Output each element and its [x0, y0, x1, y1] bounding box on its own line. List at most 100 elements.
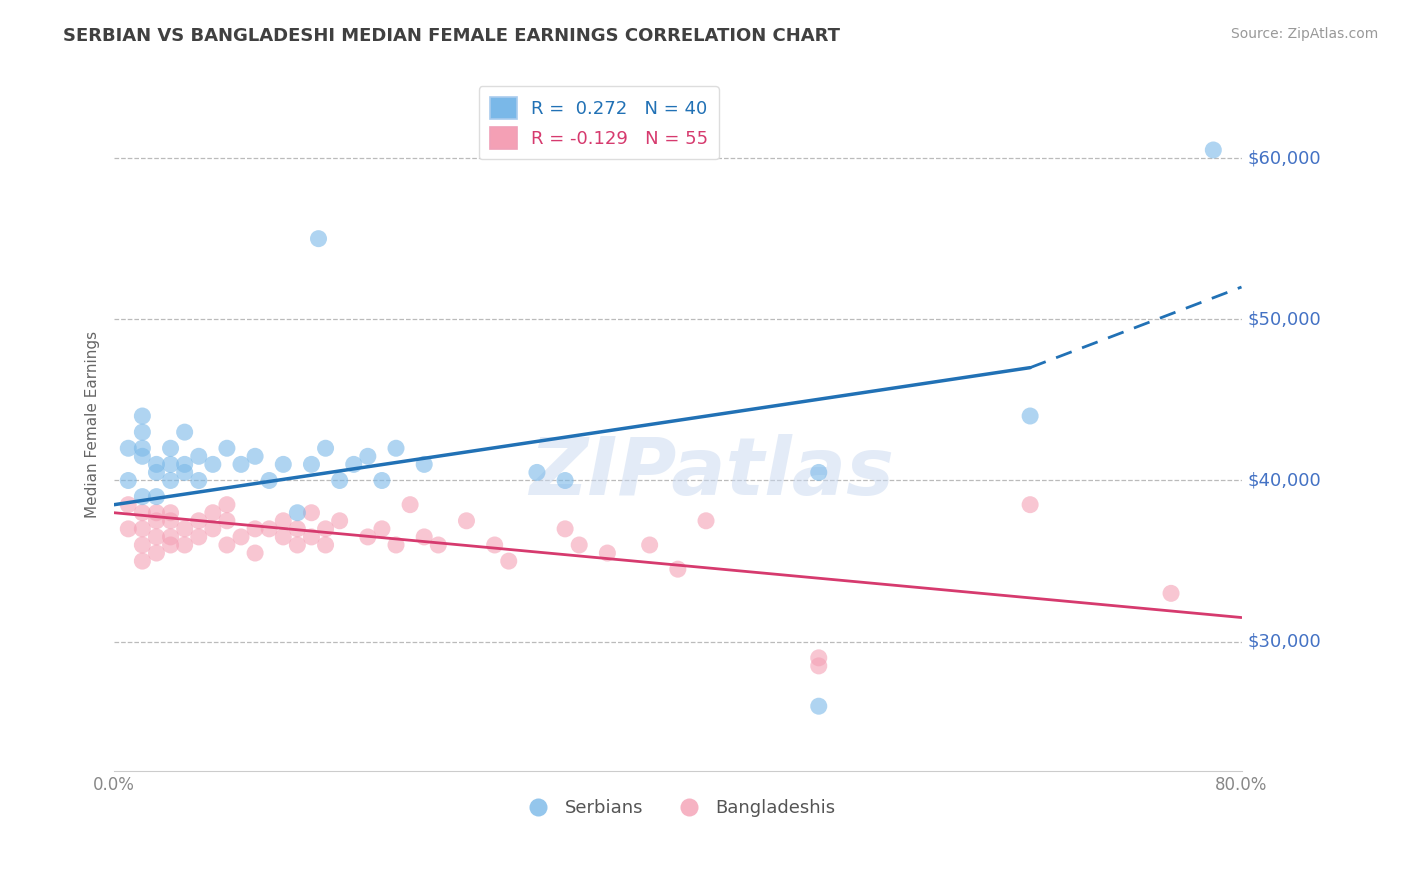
Point [301, 458, 323, 472]
Point [201, 506, 224, 520]
Point [229, 458, 252, 472]
Point [329, 474, 352, 488]
Point [117, 522, 139, 536]
Point [159, 530, 181, 544]
Point [145, 506, 167, 520]
Point [315, 522, 337, 536]
Point [215, 514, 238, 528]
Point [131, 450, 153, 464]
Point [257, 522, 280, 536]
Point [1160, 586, 1182, 600]
Point [568, 538, 591, 552]
Point [159, 514, 181, 528]
Point [131, 490, 153, 504]
Point [807, 466, 830, 480]
Point [1019, 498, 1042, 512]
Point [173, 538, 195, 552]
Point [1019, 409, 1042, 423]
Point [215, 498, 238, 512]
Text: $40,000: $40,000 [1247, 472, 1320, 490]
Point [357, 530, 380, 544]
Point [498, 554, 520, 568]
Text: SERBIAN VS BANGLADESHI MEDIAN FEMALE EARNINGS CORRELATION CHART: SERBIAN VS BANGLADESHI MEDIAN FEMALE EAR… [63, 27, 841, 45]
Point [117, 498, 139, 512]
Point [145, 490, 167, 504]
Point [159, 506, 181, 520]
Point [807, 699, 830, 714]
Point [413, 530, 436, 544]
Point [554, 474, 576, 488]
Point [385, 538, 408, 552]
Point [399, 498, 422, 512]
Point [357, 450, 380, 464]
Point [159, 458, 181, 472]
Point [187, 514, 209, 528]
Text: ZIPatlas: ZIPatlas [529, 434, 894, 512]
Point [287, 522, 309, 536]
Point [385, 442, 408, 456]
Point [173, 466, 195, 480]
Y-axis label: Median Female Earnings: Median Female Earnings [86, 331, 100, 517]
Point [173, 522, 195, 536]
Point [271, 514, 294, 528]
Point [187, 474, 209, 488]
Point [484, 538, 506, 552]
Point [257, 474, 280, 488]
Point [315, 442, 337, 456]
Text: $60,000: $60,000 [1247, 149, 1320, 167]
Point [287, 506, 309, 520]
Point [131, 442, 153, 456]
Point [117, 474, 139, 488]
Legend: Serbians, Bangladeshis: Serbians, Bangladeshis [513, 791, 844, 824]
Point [229, 530, 252, 544]
Point [145, 530, 167, 544]
Point [343, 458, 366, 472]
Point [159, 538, 181, 552]
Point [807, 650, 830, 665]
Point [301, 506, 323, 520]
Point [287, 538, 309, 552]
Point [201, 458, 224, 472]
Point [271, 458, 294, 472]
Point [131, 425, 153, 439]
Point [215, 538, 238, 552]
Point [145, 466, 167, 480]
Point [159, 474, 181, 488]
Point [131, 522, 153, 536]
Point [413, 458, 436, 472]
Point [131, 409, 153, 423]
Point [695, 514, 717, 528]
Point [456, 514, 478, 528]
Point [201, 522, 224, 536]
Point [131, 538, 153, 552]
Point [131, 506, 153, 520]
Point [1202, 143, 1225, 157]
Point [371, 522, 394, 536]
Point [554, 522, 576, 536]
Text: $50,000: $50,000 [1247, 310, 1320, 328]
Point [807, 659, 830, 673]
Point [427, 538, 450, 552]
Point [117, 442, 139, 456]
Point [271, 530, 294, 544]
Point [638, 538, 661, 552]
Point [145, 514, 167, 528]
Point [159, 442, 181, 456]
Point [371, 474, 394, 488]
Point [173, 458, 195, 472]
Point [315, 538, 337, 552]
Point [308, 232, 330, 246]
Point [329, 514, 352, 528]
Point [596, 546, 619, 560]
Point [666, 562, 689, 576]
Text: $30,000: $30,000 [1247, 632, 1320, 651]
Point [173, 425, 195, 439]
Point [131, 554, 153, 568]
Point [215, 442, 238, 456]
Point [526, 466, 548, 480]
Point [243, 450, 266, 464]
Point [301, 530, 323, 544]
Point [187, 450, 209, 464]
Point [187, 530, 209, 544]
Point [145, 458, 167, 472]
